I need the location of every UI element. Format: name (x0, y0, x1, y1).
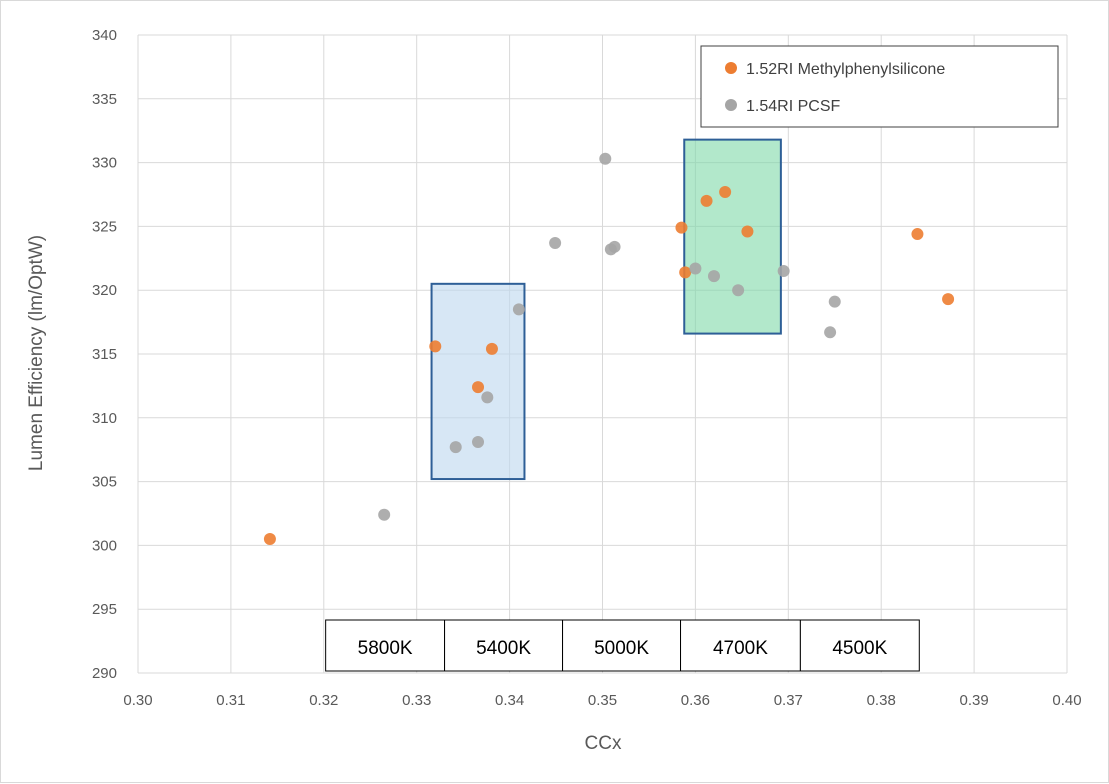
x-tick-label: 0.32 (309, 692, 338, 709)
data-point (675, 221, 688, 234)
x-tick-label: 0.35 (588, 692, 617, 709)
cct-cell (444, 619, 564, 672)
data-point (263, 533, 276, 546)
cct-cell (799, 619, 920, 672)
data-point (599, 152, 612, 165)
data-point (828, 295, 841, 308)
data-point (707, 270, 720, 283)
x-tick-label: 0.34 (495, 692, 524, 709)
cct-cell (325, 619, 446, 672)
cct-cell (680, 619, 801, 672)
cct-label-4500K: 4500K (832, 638, 887, 659)
data-point (824, 326, 837, 339)
x-axis-title: CCx (585, 733, 622, 754)
4700K-region (683, 138, 782, 335)
data-point (689, 262, 702, 275)
data-point (777, 265, 790, 278)
tick-labels: 0.30 0.31 0.32 0.33 0.34 0.35 0.36 0.37 0.38 0.39… (92, 27, 1082, 709)
grid (137, 34, 1068, 674)
y-tick-label: 295 (92, 601, 117, 618)
data-point (942, 293, 955, 306)
x-tick-label: 0.30 (123, 692, 152, 709)
x-tick-label: 0.38 (867, 692, 896, 709)
data-point (512, 303, 525, 316)
y-tick-label: 290 (92, 665, 117, 682)
cct-label-5800K: 5800K (358, 638, 413, 659)
x-tick-label: 0.33 (402, 692, 431, 709)
highlight-regions (430, 138, 782, 481)
data-point (549, 236, 562, 249)
data-points (263, 152, 955, 546)
legend-label-2: 1.54RI PCSF (746, 98, 840, 115)
data-point (378, 508, 391, 521)
y-tick-label: 310 (92, 410, 117, 427)
cct-cell (562, 619, 682, 672)
y-tick-label: 305 (92, 474, 117, 491)
legend-marker-1 (725, 62, 737, 74)
data-point (911, 228, 924, 241)
data-point (449, 441, 462, 454)
data-point (700, 194, 713, 207)
data-point (608, 240, 621, 253)
data-point (732, 284, 745, 297)
legend-box (700, 45, 1059, 128)
data-point (679, 266, 692, 279)
cct-table: 5800K 5400K 5000K 4700K 4500K (325, 619, 920, 672)
x-tick-label: 0.36 (681, 692, 710, 709)
data-point (472, 381, 485, 394)
y-tick-label: 335 (92, 91, 117, 108)
x-tick-label: 0.31 (216, 692, 245, 709)
y-tick-label: 340 (92, 27, 117, 44)
legend-label-1: 1.52RI Methylphenylsilicone (746, 61, 945, 78)
x-tick-label: 0.39 (959, 692, 988, 709)
y-tick-label: 315 (92, 346, 117, 363)
series-1 (263, 185, 955, 546)
data-point (429, 340, 442, 353)
data-point (481, 391, 494, 404)
y-tick-label: 325 (92, 218, 117, 235)
y-tick-label: 300 (92, 537, 117, 554)
data-point (472, 436, 485, 449)
cct-label-5000K: 5000K (594, 638, 649, 659)
legend: 1.52RI Methylphenylsilicone 1.54RI PCSF (700, 45, 1059, 128)
legend-marker-2 (725, 99, 737, 111)
series-2 (378, 152, 841, 521)
data-point (741, 225, 754, 238)
data-point (719, 185, 732, 198)
y-axis-title: Lumen Efficiency (lm/OptW) (26, 235, 47, 471)
y-tick-label: 320 (92, 282, 117, 299)
x-tick-label: 0.40 (1052, 692, 1081, 709)
data-point (485, 342, 498, 355)
y-tick-label: 330 (92, 155, 117, 172)
x-tick-label: 0.37 (774, 692, 803, 709)
cct-label-5400K: 5400K (476, 638, 531, 659)
cct-label-4700K: 4700K (713, 638, 768, 659)
